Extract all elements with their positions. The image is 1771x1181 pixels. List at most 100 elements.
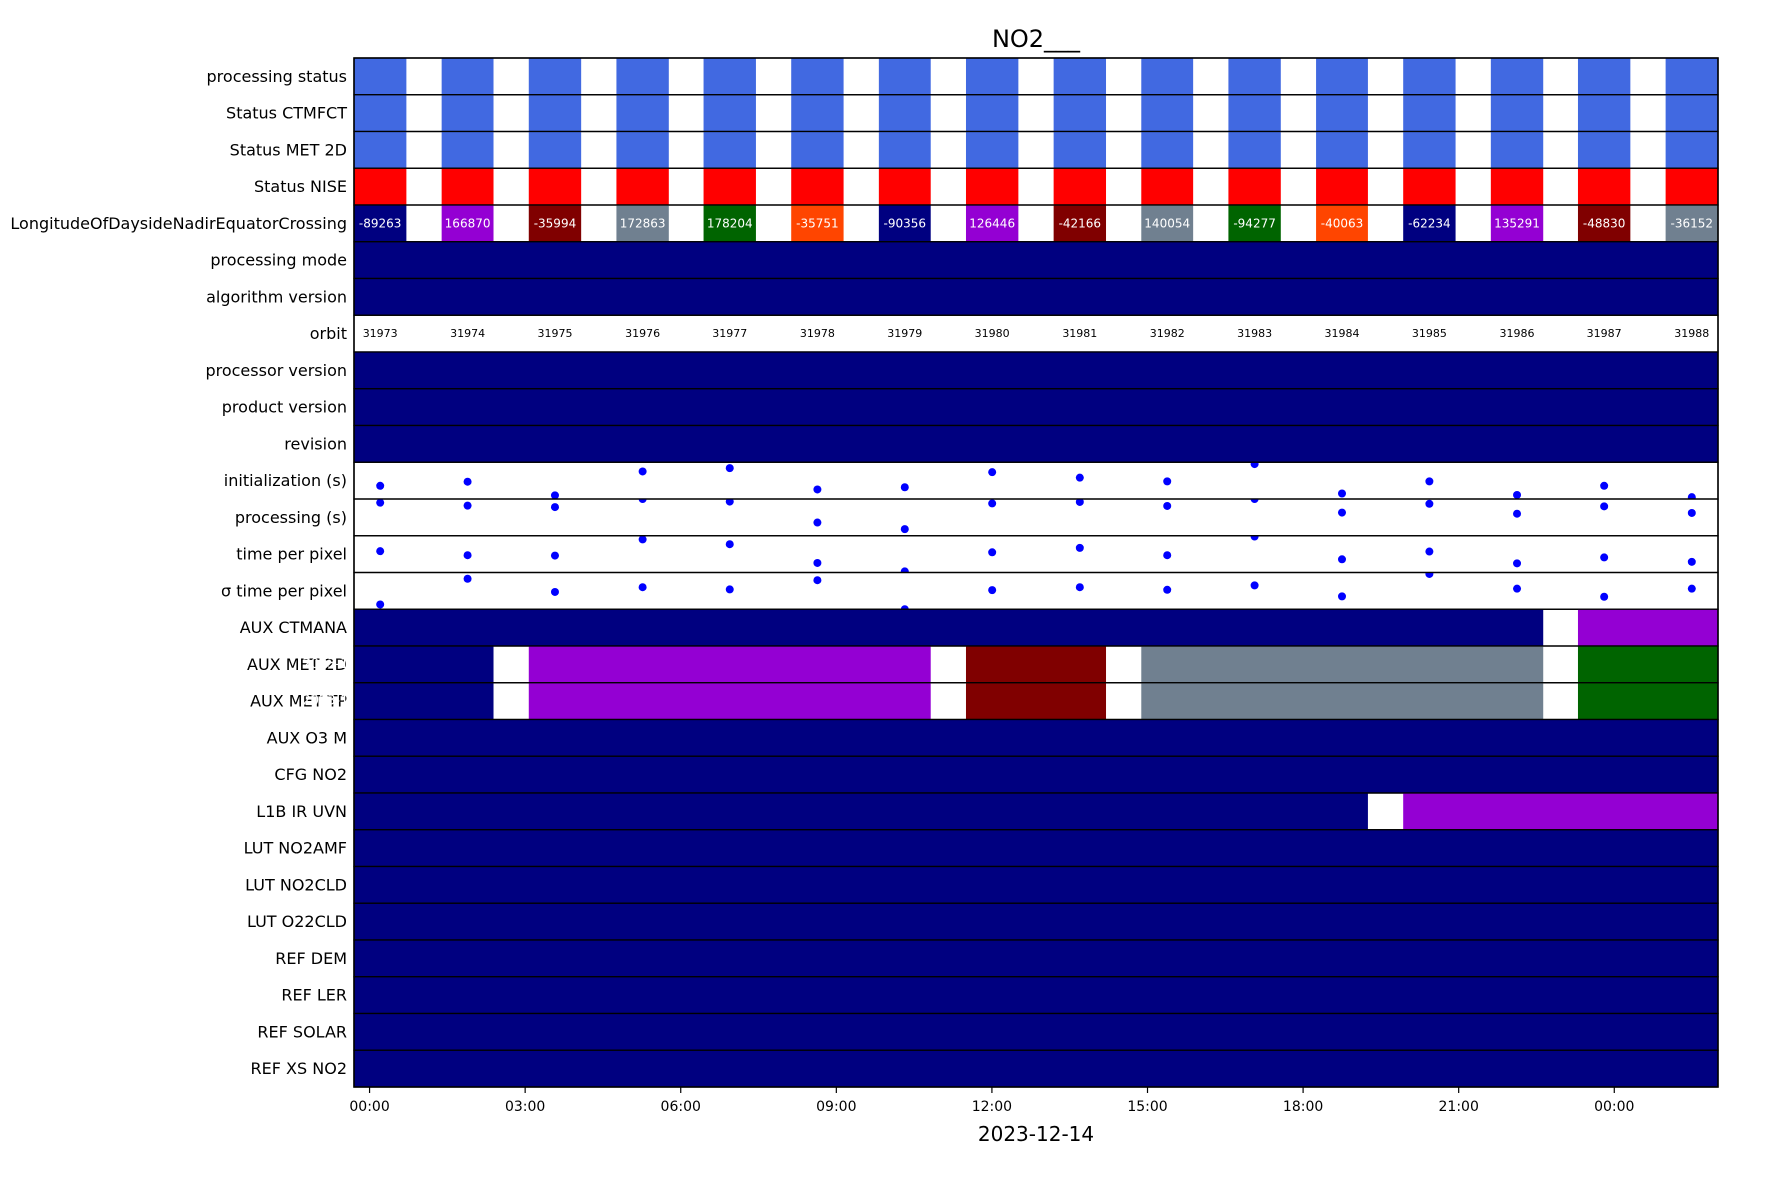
- orbit-value-label: -62234: [1408, 216, 1451, 230]
- data-point: [1250, 581, 1259, 590]
- span-bar: [354, 866, 1718, 904]
- chart-title: NO2___: [992, 25, 1081, 53]
- row-lut-no2amf: LUT NO2AMF2016-05-27 17:35: [244, 829, 1719, 868]
- data-point: [988, 548, 997, 557]
- x-tick-label: 06:00: [661, 1099, 701, 1115]
- orbit-bar: [1577, 94, 1631, 132]
- orbit-value-label: -90356: [884, 216, 927, 230]
- row-product-version: product version2.4.0: [222, 388, 1719, 427]
- orbit-value-label: -40063: [1321, 216, 1364, 230]
- row-label: LUT NO2CLD: [245, 875, 347, 894]
- data-point: [900, 525, 909, 534]
- data-point: [463, 477, 472, 486]
- data-point: [376, 481, 385, 490]
- orbit-bar: [1228, 94, 1281, 132]
- data-point: [463, 574, 472, 583]
- data-point: [1425, 499, 1434, 508]
- orbit-value-label: 166870: [445, 216, 491, 230]
- row-label: L1B IR UVN: [256, 802, 347, 821]
- span-bar: [965, 682, 1107, 720]
- data-point: [1337, 489, 1346, 498]
- data-point: [1425, 477, 1434, 486]
- data-point: [1513, 509, 1522, 518]
- orbit-bar: [616, 205, 669, 242]
- orbit-bar: [1403, 94, 1456, 132]
- data-point: [988, 499, 997, 508]
- data-point: [376, 600, 385, 609]
- orbit-bar: [965, 94, 1019, 132]
- orbit-bar: [703, 168, 756, 205]
- data-point: [376, 547, 385, 556]
- data-point: [813, 485, 822, 494]
- orbit-number-label: 31976: [625, 327, 660, 340]
- span-bar: [354, 719, 1718, 757]
- span-bar: [354, 425, 1718, 463]
- span-bar: [354, 1013, 1718, 1051]
- orbit-bar: [1577, 131, 1631, 169]
- orbit-number-label: 31974: [450, 327, 485, 340]
- data-point: [1163, 551, 1172, 560]
- orbit-bar: [354, 168, 407, 205]
- row-label: AUX O3 M: [267, 728, 347, 747]
- data-point: [550, 587, 559, 596]
- span-bar: [354, 829, 1718, 867]
- span-bar: [528, 682, 931, 720]
- orbit-bar: [354, 58, 407, 95]
- orbit-bar: [1228, 58, 1281, 95]
- orbit-bar: [1053, 94, 1107, 132]
- data-point: [1687, 508, 1696, 517]
- span-bar: [1577, 646, 1718, 683]
- row-processing-s: processing (s): [235, 498, 1719, 537]
- orbit-bar: [441, 131, 494, 169]
- orbit-value-label: -35994: [534, 216, 577, 230]
- orbit-bar: [878, 58, 931, 95]
- span-bar: [354, 609, 1544, 646]
- orbit-bar: [791, 131, 844, 169]
- x-axis: 00:00 03:00 06:00 09:00 12:00 15:00 18:00 21:00…: [349, 1087, 1634, 1115]
- data-point: [1687, 557, 1696, 566]
- row-label: AUX MET TP: [250, 692, 347, 711]
- orbit-bar: [1665, 58, 1718, 95]
- orbit-number-label: 31987: [1587, 327, 1622, 340]
- row-l1b-ir-uvn: L1B IR UVN3197831993: [256, 792, 1719, 831]
- orbit-bar: [1490, 205, 1544, 242]
- span-bar: [354, 352, 1718, 389]
- orbit-bar: [528, 168, 582, 205]
- row-algorithm-version: algorithm version1.6.0: [206, 277, 1719, 316]
- row-longitudeofdaysidenadirequatorcrossing: LongitudeOfDaysideNadirEquatorCrossing -8…: [10, 204, 1719, 243]
- row-label: REF SOLAR: [257, 1022, 347, 1041]
- orbit-bar: [1577, 168, 1631, 205]
- orbit-bar: [1665, 205, 1718, 242]
- data-point: [725, 499, 734, 506]
- row-label: orbit: [310, 324, 347, 343]
- orbit-value-label: 172863: [620, 216, 666, 230]
- row-label: product version: [222, 398, 347, 417]
- row-processor-version: processor version2.6.0: [205, 351, 1719, 390]
- orbit-bar: [1403, 58, 1456, 95]
- orbit-bar: [1665, 94, 1718, 132]
- orbit-bar: [354, 131, 407, 169]
- data-point: [1513, 490, 1522, 499]
- row-processing-status: processing status: [207, 57, 1719, 96]
- row-label: time per pixel: [236, 545, 347, 564]
- orbit-bar: [528, 58, 582, 95]
- row-status-ctmfct: Status CTMFCT: [226, 94, 1719, 133]
- orbit-value-label: -94277: [1233, 216, 1276, 230]
- data-point: [463, 501, 472, 510]
- data-point: [1425, 547, 1434, 556]
- orbit-bar: [791, 58, 844, 95]
- data-point: [1075, 473, 1084, 482]
- orbit-bar: [616, 94, 669, 132]
- data-point: [725, 585, 734, 594]
- data-point: [1513, 559, 1522, 568]
- row-label: revision: [284, 434, 347, 453]
- row-processing-mode: processing modeOffline: [210, 241, 1719, 280]
- orbit-bar: [1141, 168, 1194, 205]
- row-label: LUT NO2AMF: [244, 839, 347, 858]
- orbit-bar: [1141, 94, 1194, 132]
- span-bar: [354, 388, 1718, 426]
- orbit-bar: [791, 168, 844, 205]
- orbit-value-label: -35751: [796, 216, 839, 230]
- orbit-bar: [791, 205, 844, 242]
- row-label: processing (s): [235, 508, 347, 527]
